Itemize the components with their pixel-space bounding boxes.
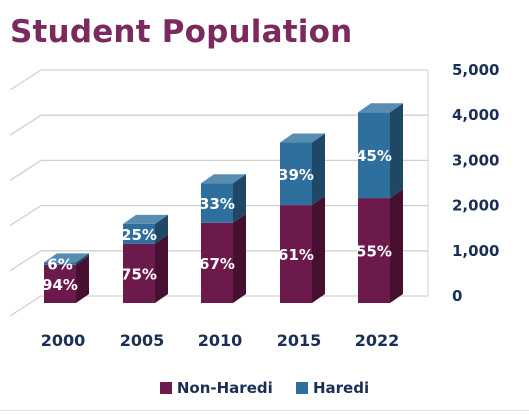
legend-item-haredi: Haredi [295,379,370,397]
x-tick-label: 2010 [198,331,243,350]
bar-side-non-haredi [233,213,246,303]
chart-legend: Non-Haredi Haredi [0,379,529,398]
bar-segment-haredi [201,183,233,223]
bar-top-face [201,174,246,184]
gridline [9,114,428,136]
y-tick-label: 1,000 [452,242,499,260]
bar-side-non-haredi [76,255,89,303]
bar-top-face [44,253,89,263]
bar-top-face [280,133,325,143]
x-tick-label: 2000 [41,331,86,350]
legend-item-non-haredi: Non-Haredi [159,379,273,397]
data-label-non-haredi: 61% [278,246,314,264]
y-tick-label: 5,000 [452,61,499,79]
bar-top-face [123,214,168,224]
data-label-haredi: 33% [199,195,235,213]
x-tick-label: 2022 [355,331,400,350]
bar-segment-non-haredi [358,198,390,303]
bar-side-haredi [390,103,403,199]
y-tick-label: 3,000 [452,151,499,169]
legend-swatch-haredi [295,382,308,394]
data-label-non-haredi: 94% [42,276,78,294]
data-label-haredi: 39% [278,166,314,184]
data-label-haredi: 25% [121,226,157,244]
bar-2005: 75% 25% [121,214,168,303]
bar-side-non-haredi [312,196,325,303]
bar-segment-non-haredi [201,222,233,303]
data-label-non-haredi: 67% [199,255,235,273]
bar-segment-haredi [123,223,155,244]
data-label-haredi: 45% [356,147,392,165]
x-tick-label: 2015 [277,331,322,350]
data-label-non-haredi: 55% [356,243,392,261]
legend-swatch-non-haredi [159,382,172,394]
bar-2015: 61% 39% [278,133,325,303]
bar-segment-non-haredi [123,243,155,303]
bar-side-haredi [155,214,168,244]
bar-side-haredi [312,133,325,206]
data-label-haredi: 6% [47,256,72,274]
bar-segment-haredi [280,142,312,206]
bar-segment-haredi [44,262,76,265]
legend-label-non-haredi: Non-Haredi [176,379,273,397]
bar-top-face [358,103,403,113]
bottom-divider [0,410,529,411]
data-label-non-haredi: 75% [121,265,157,283]
bar-segment-non-haredi [280,205,312,303]
bar-side-haredi [233,174,246,223]
bar-side-haredi [76,253,89,265]
y-tick-label: 2,000 [452,197,499,215]
y-tick-label: 0 [452,287,462,305]
bar-side-non-haredi [155,234,168,303]
bar-2000: 94%6% [42,253,89,303]
y-tick-label: 4,000 [452,106,499,124]
bar-2022: 55% 45% [356,103,403,303]
bar-segment-non-haredi [44,264,76,303]
chart-title: Student Population [10,14,353,50]
gridline [9,69,428,91]
x-tick-label: 2005 [120,331,165,350]
bar-segment-haredi [358,112,390,199]
legend-label-haredi: Haredi [312,379,370,397]
bar-side-non-haredi [390,189,403,303]
bar-2010: 67% 33% [199,174,246,303]
